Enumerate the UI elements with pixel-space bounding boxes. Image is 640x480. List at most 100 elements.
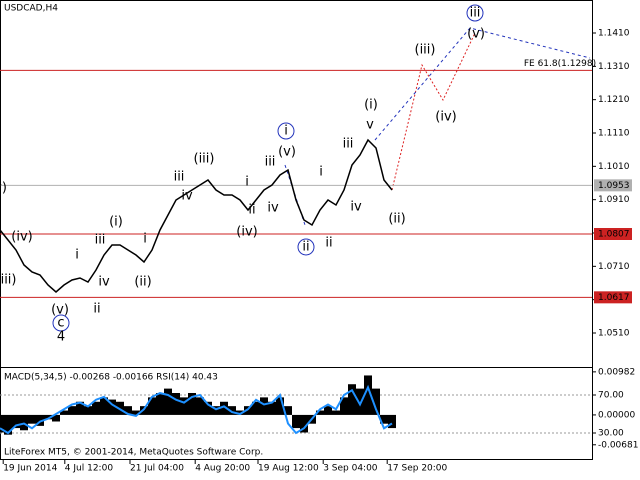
macd-bar: [316, 410, 324, 415]
rsi-line: [0, 384, 393, 435]
wave-circle: [297, 238, 315, 256]
macd-bar: [28, 414, 36, 424]
level-label: 1.0617: [598, 293, 630, 303]
x-tick-label: 4 Jul 12:00: [65, 464, 114, 474]
wave-label: iv: [98, 275, 110, 290]
macd-bar: [92, 401, 100, 415]
price-line: [0, 138, 393, 293]
macd-bar: [252, 401, 260, 415]
macd-bar: [348, 384, 356, 415]
macd-bar: [228, 406, 236, 415]
watermark: LiteForex MT5, © 2001-2014, MetaQuotes S…: [4, 448, 263, 458]
macd-bar: [332, 410, 340, 415]
wave-label: (iii): [194, 152, 215, 167]
level-label: 1.0953: [598, 181, 630, 191]
wave-label: iv: [350, 200, 362, 215]
macd-bar: [212, 406, 220, 415]
y-tick-label: 1.1110: [598, 129, 630, 139]
macd-bar: [324, 406, 332, 415]
level-label: FE 61.8(1.1298): [524, 59, 596, 69]
level-box: [594, 179, 632, 192]
macd-bar: [292, 414, 300, 429]
macd-bar: [164, 388, 172, 415]
wave-label: (iv): [11, 230, 32, 245]
y-tick-label: 1.0510: [598, 329, 630, 339]
macd-bar: [180, 397, 188, 415]
macd-bar: [76, 401, 84, 415]
wave-label: (v): [278, 145, 296, 160]
y-tick-label: 70.00: [598, 390, 624, 400]
y-tick-label: 1.0910: [598, 195, 630, 205]
wave-label: i: [245, 175, 249, 190]
macd-bar: [284, 406, 292, 415]
frame: [0, 0, 593, 460]
macd-bar: [220, 401, 228, 415]
projection-red: [391, 32, 476, 191]
symbol-title: USDCAD,H4: [4, 4, 58, 14]
wave-label: (iv): [435, 110, 456, 125]
macd-bar: [276, 397, 284, 415]
wave-label: iii: [174, 170, 185, 185]
macd-bar: [372, 388, 380, 415]
macd-bar: [356, 388, 364, 415]
macd-bar: [124, 406, 132, 415]
wave-label: (i): [364, 98, 378, 113]
macd-bar: [0, 414, 4, 433]
wave-label: (i): [109, 215, 123, 230]
x-tick-label: 21 Jul 04:00: [130, 464, 184, 474]
macd-bar: [100, 397, 108, 415]
macd-bar: [4, 414, 12, 435]
y-tick-label: 1.1310: [598, 62, 630, 72]
y-tick-label: 0.00000: [598, 410, 635, 420]
macd-bar: [340, 397, 348, 415]
wave-label: (v): [51, 303, 69, 318]
macd-bar: [36, 414, 44, 426]
y-tick-label: 1.0710: [598, 262, 630, 272]
macd-bar: [132, 410, 140, 415]
wave-label: (iv): [236, 225, 257, 240]
y-tick-label: 30.00: [598, 429, 624, 439]
wave-label: c: [57, 316, 64, 331]
level-box: [594, 291, 632, 304]
indicator-title: MACD(5,34,5) -0.00268 -0.00166 RSI(14) 4…: [4, 373, 218, 383]
macd-bar: [68, 406, 76, 415]
y-tick-label: 0.00982: [598, 367, 635, 377]
wave-label: i: [143, 232, 147, 247]
wave-label: ii: [93, 302, 100, 317]
wave-label: 4: [57, 330, 65, 345]
macd-bar: [12, 414, 20, 429]
wave-label: iv: [267, 201, 279, 216]
macd-bar: [380, 414, 388, 424]
macd-bar: [44, 414, 52, 420]
macd-bar: [172, 392, 180, 415]
wave-label: i: [75, 248, 79, 263]
macd-bar: [60, 410, 68, 415]
x-tick-label: 17 Sep 20:00: [387, 464, 447, 474]
macd-bar: [156, 392, 164, 415]
macd-bar: [388, 414, 396, 429]
macd-bar: [268, 401, 276, 415]
y-tick-label: -0.00681: [598, 440, 638, 450]
x-tick-label: 3 Sep 04:00: [323, 464, 378, 474]
wave-label: i: [319, 165, 323, 180]
macd-bar: [148, 397, 156, 415]
wave-label: iii: [343, 137, 354, 152]
wave-label: (ii): [134, 275, 151, 290]
macd-bar: [196, 397, 204, 415]
wave-label: (v): [467, 27, 485, 42]
y-tick-label: 1.1210: [598, 95, 630, 105]
macd-bar: [188, 392, 196, 415]
wave-label: (iii): [0, 273, 16, 288]
macd-bar: [364, 375, 372, 415]
x-tick-label: 19 Aug 12:00: [258, 464, 319, 474]
wave-label: (ii): [388, 212, 405, 227]
macd-bar: [52, 414, 60, 422]
wave-circle: [277, 122, 295, 140]
macd-bar: [84, 406, 92, 415]
level-box: [594, 228, 632, 240]
macd-bar: [236, 410, 244, 415]
wave-circle: [52, 314, 70, 332]
wave-label: ii: [325, 236, 332, 251]
wave-label: (iii): [415, 43, 436, 58]
